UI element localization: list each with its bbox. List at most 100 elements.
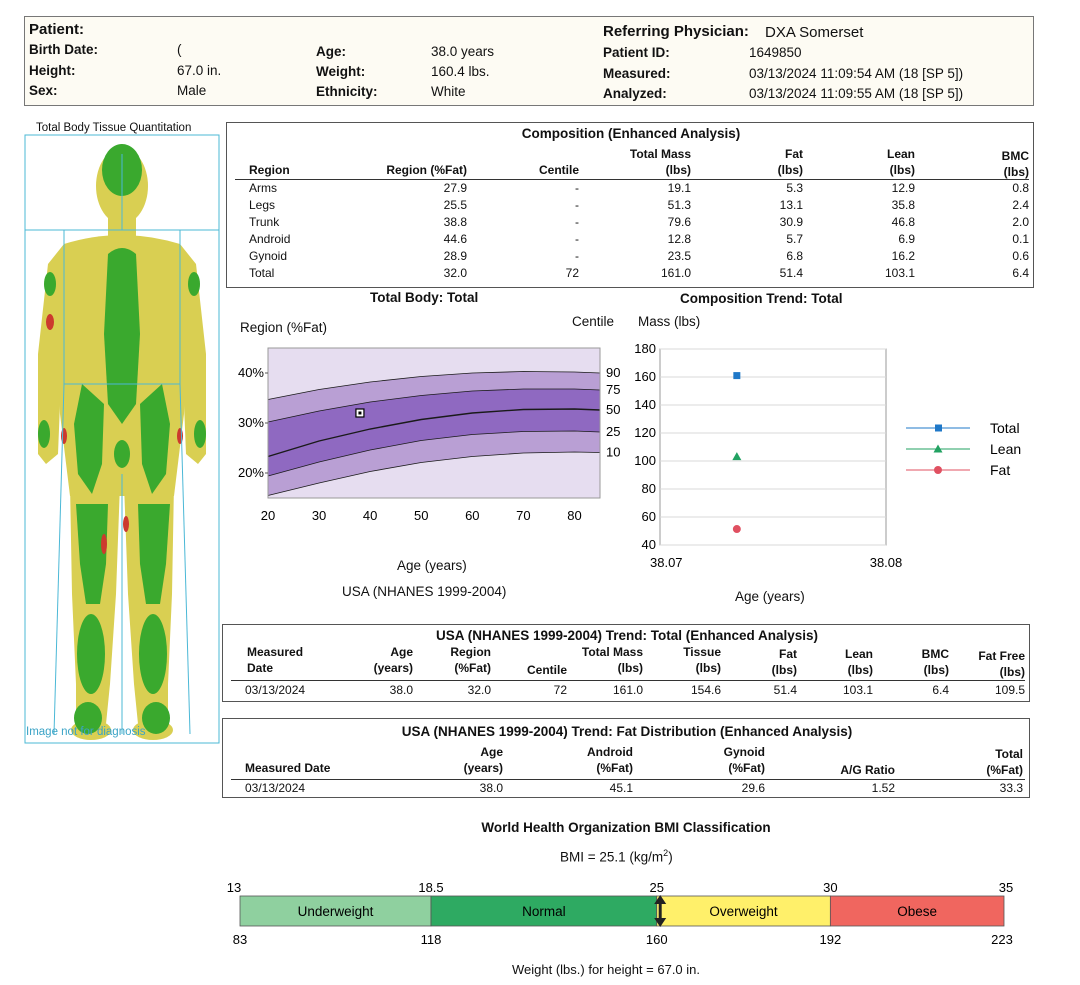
col-measured-date: Date: [247, 661, 274, 675]
weight-label: Weight:: [316, 64, 366, 79]
col-gynoid-unit: (%Fat): [728, 761, 765, 775]
y-tick-label: 140: [634, 397, 656, 412]
cell-fat: 5.7: [786, 232, 803, 246]
cell-lean: 6.9: [898, 232, 915, 246]
col-fat-free: Fat Free: [978, 649, 1025, 663]
cell-centile: -: [575, 215, 579, 229]
col-bmc: BMC: [921, 647, 949, 661]
cell-lean: 12.9: [891, 181, 915, 195]
cell-mass: 23.5: [667, 249, 691, 263]
physician-label: Referring Physician:: [603, 23, 749, 40]
cell-fat: 5.3: [786, 181, 803, 195]
col-age: Age: [390, 645, 413, 659]
trend-total-table: USA (NHANES 1999-2004) Trend: Total (Enh…: [222, 624, 1030, 702]
header-rule: [231, 680, 1025, 681]
cell-bmc: 2.0: [1012, 215, 1029, 229]
ethnicity-value: White: [431, 84, 466, 99]
col-measured: Measured: [247, 645, 304, 659]
cell-mass: 12.8: [667, 232, 691, 246]
patient-id-value: 1649850: [749, 45, 802, 60]
composition-title: Composition (Enhanced Analysis): [521, 126, 741, 141]
col-fat-free-unit: (lbs): [999, 665, 1025, 679]
col-android-unit: (%Fat): [596, 761, 633, 775]
y-tick-label: 30%: [238, 415, 264, 430]
weight-tick-label: 118: [421, 932, 442, 947]
col-bmc-unit: (lbs): [1003, 165, 1029, 179]
cell-lean: 103.1: [842, 683, 873, 697]
centile-curve-10: [267, 451, 601, 496]
col-lean-unit: (lbs): [847, 663, 873, 677]
legend-marker: [933, 444, 943, 453]
col-fat: Fat: [779, 647, 797, 661]
cell-mass: 161.0: [660, 266, 691, 280]
centile-label-50: 50: [606, 402, 620, 417]
col-android: Android: [587, 745, 633, 759]
weight-tick-label: 192: [820, 932, 842, 947]
col-fat-unit: (lbs): [777, 163, 803, 177]
table-row: Trunk 38.8 - 79.6 30.9 46.8 2.0: [227, 215, 1035, 231]
table-row: 03/13/2024 38.0 32.0 72 161.0 154.6 51.4…: [223, 683, 1031, 699]
composition-table: Composition (Enhanced Analysis) Region R…: [226, 122, 1034, 288]
sex-label: Sex:: [29, 83, 58, 98]
table-row: Legs 25.5 - 51.3 13.1 35.8 2.4: [227, 198, 1035, 214]
centile-chart-caption: USA (NHANES 1999-2004): [342, 584, 507, 599]
bmi-tick-label: 30: [823, 880, 837, 895]
cell-fat: 51.4: [779, 266, 803, 280]
weight-tick-label: 160: [646, 932, 668, 947]
patient-header: Patient: Birth Date: ( Height: 67.0 in. …: [24, 16, 1034, 106]
centile-chart-title: Total Body: Total: [370, 290, 479, 305]
y-tick-label: 40: [642, 537, 656, 552]
col-bmc: BMC: [1001, 149, 1029, 163]
col-region: Region: [450, 645, 491, 659]
measured-value: 03/13/2024 11:09:54 AM (18 [SP 5]): [749, 66, 964, 81]
cell-centile: -: [575, 232, 579, 246]
centile-label-90: 90: [606, 365, 620, 380]
trend-fat-title: USA (NHANES 1999-2004) Trend: Fat Distri…: [401, 724, 853, 739]
col-fat: Fat: [785, 147, 803, 161]
table-row: Total 32.0 72 161.0 51.4 103.1 6.4: [227, 266, 1035, 282]
bmi-value: BMI = 25.1 (kg/m2): [560, 848, 673, 865]
col-tissue-unit: (lbs): [695, 661, 721, 675]
point-fat: [732, 525, 741, 534]
birth-date-value: (: [177, 42, 182, 57]
age-value: 38.0 years: [431, 44, 495, 59]
sex-value: Male: [177, 83, 207, 98]
bmi-segment-normal: [430, 895, 658, 927]
point-lean: [732, 452, 742, 461]
bmi-value-suffix: ): [668, 849, 673, 865]
y-tick-label: 120: [634, 425, 656, 440]
centile-curve-90: [267, 371, 601, 400]
y-tick-label: 20%: [238, 465, 264, 480]
col-ag-ratio: A/G Ratio: [840, 763, 895, 777]
cell-region: 32.0: [467, 683, 491, 697]
x-tick-label: 70: [516, 508, 530, 523]
cell-region: Gynoid: [249, 249, 288, 263]
header-rule: [231, 779, 1025, 780]
cell-centile: 72: [565, 266, 579, 280]
bmi-segment-label: Obese: [897, 904, 937, 919]
cell-bmc: 6.4: [932, 683, 949, 697]
col-total-fat: Total: [995, 747, 1023, 761]
x-tick-label: 40: [363, 508, 377, 523]
patient-id-label: Patient ID:: [603, 45, 670, 60]
trend-chart: 40 60 80 100 120 140 160 180 38.07 38.08 Total Lean…: [634, 341, 1021, 570]
bmi-segment-label: Normal: [522, 904, 566, 919]
x-tick-label: 38.08: [870, 555, 903, 570]
x-tick-label: 38.07: [650, 555, 683, 570]
bmi-tick-label: 18.5: [418, 880, 443, 895]
cell-pctfat: 28.9: [443, 249, 467, 263]
legend-label-fat: Fat: [990, 462, 1010, 478]
col-age-unit: (years): [463, 761, 503, 775]
bmi-title: World Health Organization BMI Classifica…: [481, 820, 771, 835]
plot-area: [659, 348, 887, 546]
bmi-tick-label: 25: [649, 880, 663, 895]
cell-centile: 72: [553, 683, 567, 697]
physician-value: DXA Somerset: [765, 24, 864, 41]
cell-fat: 13.1: [779, 198, 803, 212]
cell-bmc: 2.4: [1012, 198, 1029, 212]
cell-bmc: 0.6: [1012, 249, 1029, 263]
ethnicity-label: Ethnicity:: [316, 84, 378, 99]
cell-centile: -: [575, 181, 579, 195]
cell-mass: 51.3: [667, 198, 691, 212]
bmi-tick-label: 13: [227, 880, 241, 895]
